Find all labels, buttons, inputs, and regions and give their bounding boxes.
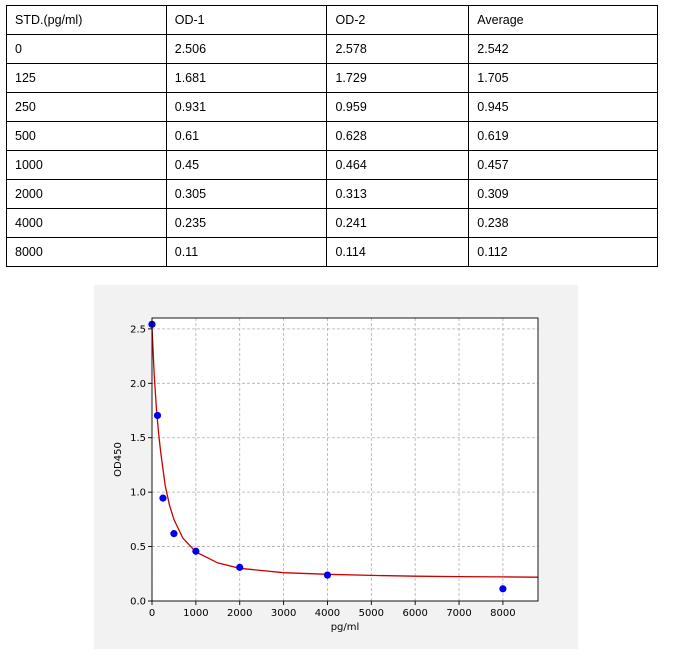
data-point — [170, 530, 178, 538]
y-tick-label: 1.0 — [130, 488, 146, 499]
x-tick-label: 6000 — [402, 608, 427, 619]
table-cell: 0 — [6, 34, 167, 64]
plot-background — [152, 318, 538, 601]
x-tick-label: 1000 — [183, 608, 208, 619]
table-cell: 0.464 — [326, 150, 470, 180]
y-tick-label: 0.5 — [130, 542, 146, 553]
x-tick-label: 0 — [149, 608, 155, 619]
axes: 0 1000 2000 3000 4000 5000 6000 7000 8000 0.0 0.5 1… — [130, 317, 539, 619]
plot-frame — [151, 317, 539, 602]
table-cell: 4000 — [6, 208, 167, 238]
table-cell: 1000 — [6, 150, 167, 180]
data-point — [192, 547, 200, 555]
table-cell: 2000 — [6, 179, 167, 209]
y-tick-label: 2.0 — [130, 379, 146, 390]
table-cell: 0.235 — [165, 208, 328, 238]
y-tick-label: 1.5 — [130, 433, 146, 444]
table-cell: 125 — [6, 63, 167, 93]
table-row: 250 0.931 0.959 0.945 — [6, 92, 658, 122]
chart-svg: 0 1000 2000 3000 4000 5000 6000 7000 8000 0.0 0.5 1… — [113, 317, 539, 633]
table-cell: 0.11 — [165, 237, 328, 267]
table-cell: 2.542 — [468, 34, 658, 64]
table-cell: 0.309 — [468, 179, 658, 209]
table-cell: 2.578 — [326, 34, 470, 64]
table-cell: 0.959 — [326, 92, 470, 122]
table-row: 4000 0.235 0.241 0.238 — [6, 208, 658, 238]
table-cell: 0.305 — [165, 179, 328, 209]
table-cell: 1.681 — [165, 63, 328, 93]
table-cell: 0.114 — [326, 237, 470, 267]
y-tick-label: 2.5 — [130, 324, 146, 335]
x-tick-label: 2000 — [227, 608, 252, 619]
x-tick-label: 5000 — [359, 608, 384, 619]
table-cell: 0.238 — [468, 208, 658, 238]
table-cell: 1.705 — [468, 63, 658, 93]
y-tick-label: 0.0 — [130, 597, 146, 608]
table-cell: 0.61 — [165, 121, 328, 151]
table-row: 1000 0.45 0.464 0.457 — [6, 150, 658, 180]
table-cell: 0.945 — [468, 92, 658, 122]
table-cell: 0.241 — [326, 208, 470, 238]
table-cell: 0.313 — [326, 179, 470, 209]
data-points — [148, 320, 507, 593]
x-tick-label: 3000 — [271, 608, 296, 619]
table-cell: 500 — [6, 121, 167, 151]
table-row: 8000 0.11 0.114 0.112 — [6, 237, 658, 267]
x-tick-label: 7000 — [446, 608, 471, 619]
table-cell: 0.628 — [326, 121, 470, 151]
standard-curve-table: STD.(pg/ml) OD-1 OD-2 Average 0 2.506 2.578 2.5… — [6, 5, 658, 267]
table-cell: 250 — [6, 92, 167, 122]
table-cell: 2.506 — [165, 34, 328, 64]
table-cell: 0.457 — [468, 150, 658, 180]
column-header: Average — [468, 5, 658, 35]
table-cell: 0.112 — [468, 237, 658, 267]
data-point — [499, 585, 507, 593]
y-axis-title: OD450 — [113, 442, 124, 477]
table-cell: 0.45 — [165, 150, 328, 180]
table-row: 2000 0.305 0.313 0.309 — [6, 179, 658, 209]
table-cell: 0.931 — [165, 92, 328, 122]
data-point — [323, 571, 332, 579]
x-tick-label: 4000 — [315, 608, 340, 619]
standard-curve-chart: 0 1000 2000 3000 4000 5000 6000 7000 8000 0.0 0.5 1… — [94, 285, 578, 649]
column-header: STD.(pg/ml) — [6, 5, 167, 35]
data-point — [159, 494, 167, 502]
table-body: STD.(pg/ml) OD-1 OD-2 Average 0 2.506 2.578 2.5… — [6, 5, 658, 267]
table-row: 125 1.681 1.729 1.705 — [6, 63, 658, 93]
table-header-row: STD.(pg/ml) OD-1 OD-2 Average — [6, 5, 658, 35]
table-cell: 0.619 — [468, 121, 658, 151]
table-row: 500 0.61 0.628 0.619 — [6, 121, 658, 151]
table-cell: 1.729 — [326, 63, 470, 93]
x-tick-label: 8000 — [490, 608, 515, 619]
column-header: OD-1 — [165, 5, 328, 35]
column-header: OD-2 — [326, 5, 470, 35]
table-row: 0 2.506 2.578 2.542 — [6, 34, 658, 64]
data-point — [236, 563, 244, 571]
data-point — [153, 411, 162, 420]
table-cell: 8000 — [6, 237, 167, 267]
x-axis-title: pg/ml — [331, 622, 360, 633]
